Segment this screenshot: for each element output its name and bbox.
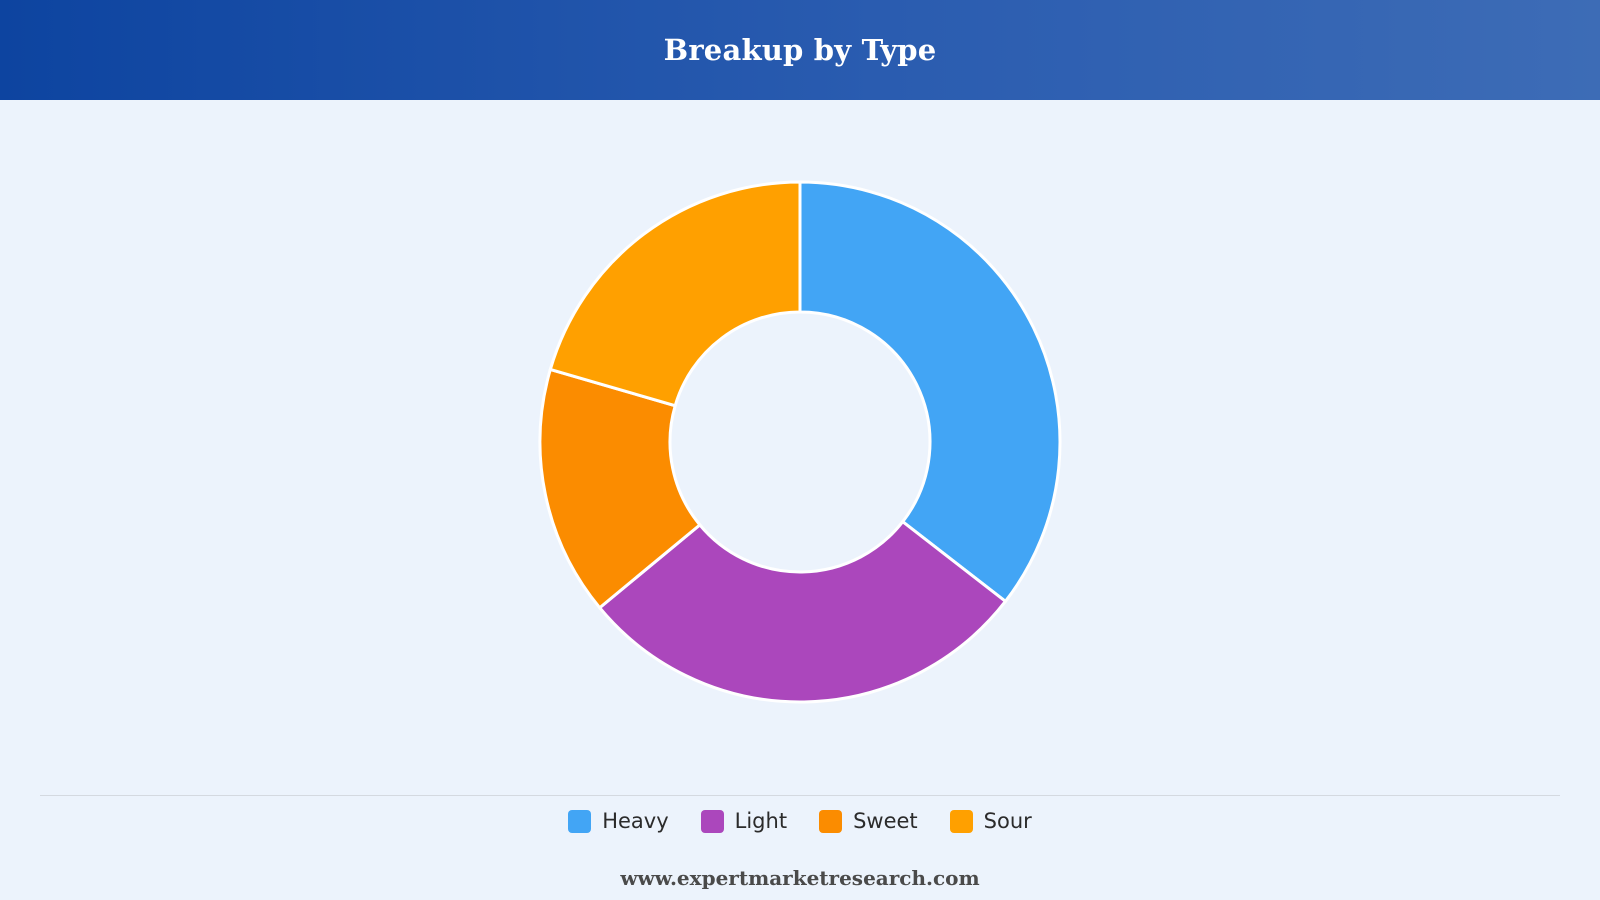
legend-swatch [700,809,724,833]
legend-label: Sour [983,809,1032,833]
legend-label: Sweet [853,809,918,833]
slice-sweet[interactable] [538,367,702,610]
legend-item-light[interactable]: Light [700,809,788,833]
legend-item-sweet[interactable]: Sweet [819,809,918,833]
header-bar: Breakup by Type [0,0,1600,100]
legend: Heavy Light Sweet Sour [0,805,1600,837]
legend-swatch [568,809,592,833]
legend-label: Heavy [602,809,669,833]
footer-url: www.expertmarketresearch.com [620,866,980,890]
chart-title: Breakup by Type [663,33,937,67]
slice-light[interactable] [597,519,1008,704]
legend-swatch [819,809,843,833]
legend-divider [40,795,1560,796]
slice-heavy[interactable] [798,180,1062,604]
donut-chart [538,180,1062,704]
legend-swatch [949,809,973,833]
legend-item-sour[interactable]: Sour [949,809,1032,833]
legend-item-heavy[interactable]: Heavy [568,809,669,833]
slice-sour[interactable] [548,180,802,408]
legend-label: Light [734,809,788,833]
